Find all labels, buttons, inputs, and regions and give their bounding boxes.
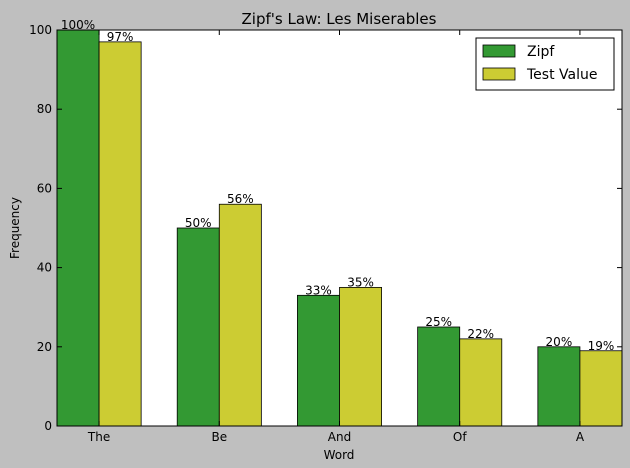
x-tick-label: And (328, 430, 351, 444)
x-axis-label: Word (324, 448, 355, 462)
x-tick-label: A (576, 430, 585, 444)
y-tick-label: 40 (37, 261, 52, 275)
y-axis-label: Frequency (8, 197, 22, 259)
y-tick-label: 60 (37, 181, 52, 195)
bar-test-value-be (218, 203, 262, 427)
data-label-test-value-and: 35% (347, 275, 374, 289)
bars-group (56, 29, 623, 427)
data-label-test-value-of: 22% (467, 327, 494, 341)
x-tick-label: Of (453, 430, 467, 444)
bar-zipf-a (537, 346, 581, 427)
data-label-zipf-the: 100% (61, 18, 95, 32)
legend-swatch-test-value (482, 67, 516, 81)
y-tick-label: 0 (44, 419, 52, 433)
x-tick-label: The (87, 430, 110, 444)
data-label-test-value-the: 97% (107, 30, 134, 44)
data-labels-group: 100% 97% 50% 56% 33% 35% 25% 22% 20% 19% (61, 18, 614, 353)
chart-title: Zipf's Law: Les Miserables (242, 10, 437, 28)
bar-test-value-the (98, 41, 142, 427)
y-tick-label: 80 (37, 102, 52, 116)
bar-test-value-of (459, 338, 503, 427)
data-label-test-value-be: 56% (227, 192, 254, 206)
data-label-zipf-a: 20% (546, 335, 573, 349)
legend-label-test-value: Test Value (526, 67, 597, 83)
data-label-zipf-of: 25% (425, 315, 452, 329)
bar-test-value-a (579, 350, 623, 427)
x-tick-label: Be (211, 430, 227, 444)
bar-zipf-the (56, 29, 100, 427)
bar-zipf-be (176, 227, 220, 427)
x-axis: The Be And Of A (87, 30, 585, 444)
data-label-test-value-a: 19% (588, 339, 615, 353)
legend-label-zipf: Zipf (527, 44, 555, 60)
legend-swatch-zipf (482, 44, 516, 58)
y-tick-label: 20 (37, 340, 52, 354)
bar-test-value-and (339, 286, 382, 427)
bar-zipf-of (417, 326, 461, 427)
data-label-zipf-and: 33% (305, 283, 332, 297)
y-axis: 0 20 40 60 80 100 (29, 23, 622, 433)
legend: Zipf Test Value (475, 37, 615, 91)
y-tick-label: 100 (29, 23, 52, 37)
bar-zipf-and (297, 294, 340, 427)
data-label-zipf-be: 50% (185, 216, 212, 230)
